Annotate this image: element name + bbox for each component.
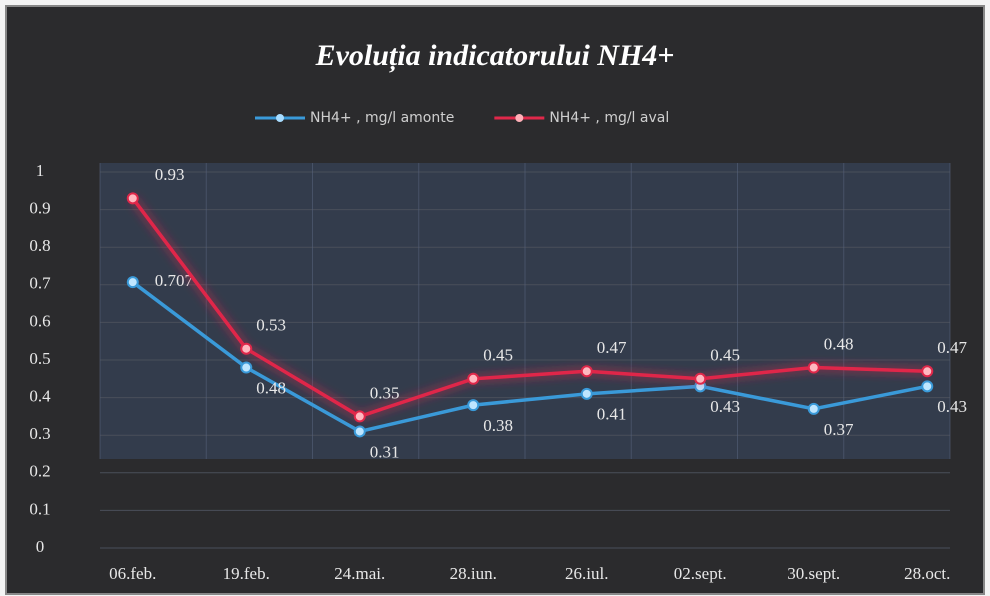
y-tick-label: 0.8 (29, 236, 50, 255)
data-label: 0.35 (370, 383, 400, 402)
data-label: 0.41 (597, 405, 627, 424)
x-tick-label: 28.iun. (450, 564, 497, 583)
y-tick-label: 0.6 (29, 311, 50, 330)
data-label: 0.45 (710, 346, 740, 365)
x-tick-label: 06.feb. (109, 564, 156, 583)
data-label: 0.37 (824, 420, 854, 439)
series-line (131, 197, 928, 419)
data-label: 0.43 (937, 397, 967, 416)
x-tick-label: 30.sept. (787, 564, 840, 583)
data-point (921, 380, 934, 393)
data-point (126, 192, 139, 205)
y-tick-label: 0 (36, 537, 45, 556)
data-label: 0.707 (155, 271, 194, 290)
y-tick-label: 0.5 (29, 349, 50, 368)
legend-label: NH4+ , mg/l amonte (310, 110, 454, 126)
data-label: 0.53 (256, 316, 286, 335)
data-label: 0.47 (597, 338, 627, 357)
x-tick-label: 28.oct. (904, 564, 950, 583)
data-label: 0.48 (824, 334, 854, 353)
y-tick-label: 0.9 (29, 199, 50, 218)
data-point (694, 372, 707, 385)
data-point (240, 361, 253, 374)
data-point (921, 365, 934, 378)
data-label: 0.93 (155, 165, 185, 184)
legend-marker (515, 114, 524, 122)
legend-marker (276, 114, 284, 122)
data-point (580, 365, 593, 378)
data-point (126, 276, 139, 289)
x-tick-label: 02.sept. (674, 564, 727, 583)
x-tick-label: 19.feb. (223, 564, 270, 583)
data-label: 0.47 (937, 338, 967, 357)
y-tick-label: 0.2 (29, 462, 50, 481)
data-point (353, 410, 366, 423)
data-point (240, 342, 253, 355)
data-point (807, 402, 820, 415)
data-point (467, 372, 480, 385)
legend-label: NH4+ , mg/l aval (549, 110, 669, 126)
x-tick-label: 24.mai. (334, 564, 385, 583)
data-label: 0.38 (483, 416, 513, 435)
y-tick-label: 1 (36, 161, 45, 180)
y-tick-label: 0.3 (29, 424, 50, 443)
y-tick-label: 0.7 (29, 274, 51, 293)
data-label: 0.43 (710, 397, 740, 416)
data-point (807, 361, 820, 374)
x-tick-label: 26.iul. (565, 564, 608, 583)
data-label: 0.45 (483, 346, 513, 365)
data-label: 0.48 (256, 378, 286, 397)
chart-title: Evoluția indicatorului NH4+ (315, 39, 675, 73)
y-tick-label: 0.4 (29, 387, 51, 406)
y-tick-label: 0.1 (29, 499, 50, 518)
data-point (580, 387, 593, 400)
data-point (353, 425, 366, 438)
data-label: 0.31 (370, 442, 400, 461)
series-line (131, 280, 928, 434)
data-point (467, 399, 480, 412)
